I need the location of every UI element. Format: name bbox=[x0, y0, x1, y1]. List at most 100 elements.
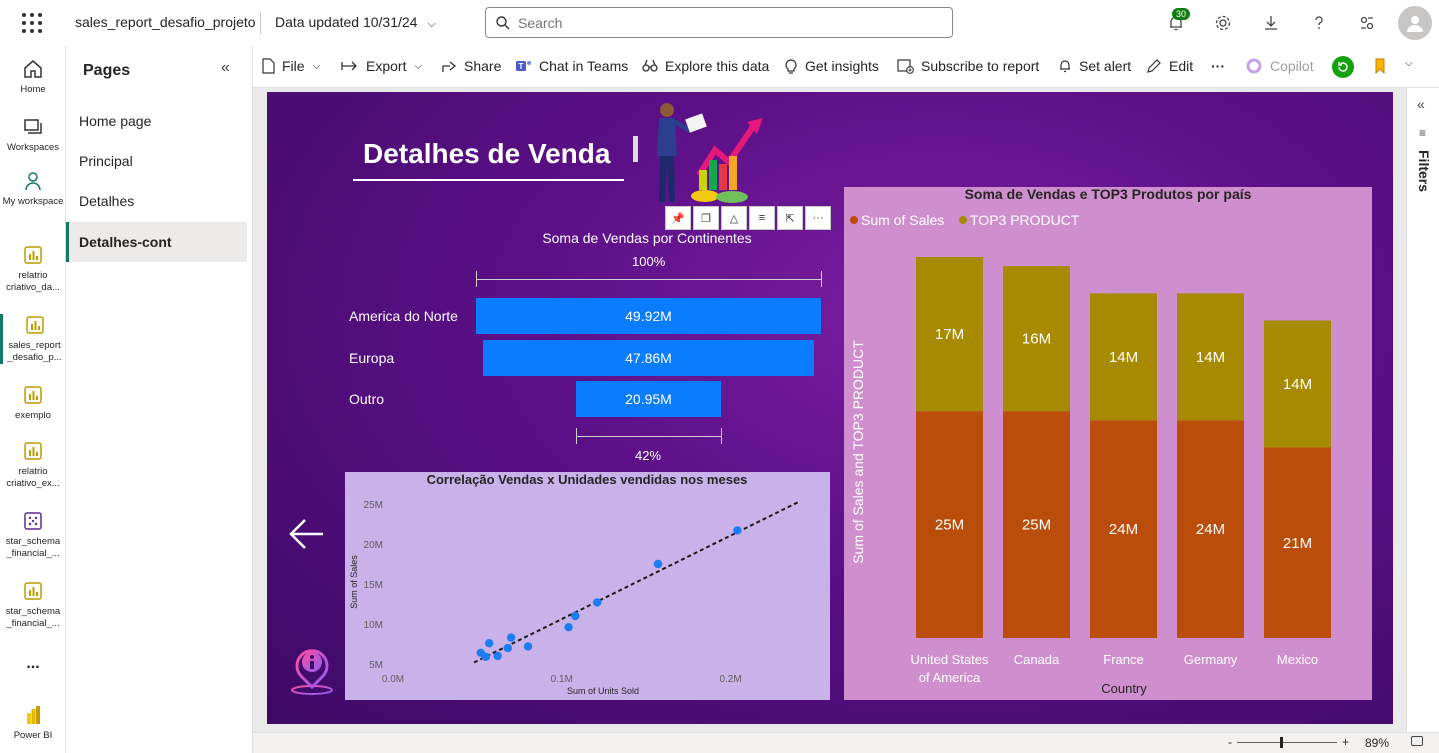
search-box[interactable] bbox=[485, 7, 953, 38]
rail-report-relatrio-ex[interactable]: relatrio criativo_ex... bbox=[0, 440, 66, 490]
power-bi-logo-icon bbox=[27, 706, 40, 724]
gear-icon[interactable] bbox=[1211, 11, 1235, 35]
rail-more-button[interactable]: ... bbox=[26, 655, 40, 672]
copy-icon[interactable]: ❐ bbox=[693, 206, 719, 230]
funnel-bar[interactable]: 47.86M bbox=[483, 340, 814, 376]
more-options-button[interactable]: ··· bbox=[1211, 58, 1225, 74]
explore-data-button[interactable]: Explore this data bbox=[642, 58, 769, 74]
edit-button[interactable]: Edit bbox=[1146, 58, 1193, 74]
rail-report-star-schema[interactable]: star_schema _financial_... bbox=[0, 580, 66, 630]
bookmark-button[interactable] bbox=[1373, 58, 1394, 74]
stacked-data-label: 21M bbox=[1283, 535, 1312, 552]
chat-in-teams-button[interactable]: T Chat in Teams bbox=[515, 58, 628, 74]
filters-pane[interactable]: « ≡ bbox=[1406, 88, 1439, 732]
scatter-point[interactable] bbox=[571, 611, 580, 621]
legend-label[interactable]: Sum of Sales bbox=[861, 212, 944, 228]
page-item-label: Principal bbox=[79, 153, 133, 169]
stacked-bar-segment[interactable] bbox=[1003, 411, 1070, 638]
bell-icon[interactable]: △ bbox=[721, 206, 747, 230]
rail-report-label: relatrio criativo_ex... bbox=[6, 466, 60, 489]
scatter-point[interactable] bbox=[653, 559, 663, 569]
stacked-bar-chart[interactable]: Soma de Vendas e TOP3 Produtos por país S… bbox=[844, 186, 1372, 700]
stacked-bar-segment[interactable] bbox=[1264, 447, 1331, 639]
scatter-point[interactable] bbox=[506, 633, 516, 642]
scatter-point[interactable] bbox=[593, 598, 602, 607]
scatter-point[interactable] bbox=[485, 639, 494, 648]
report-name[interactable]: sales_report_desafio_projeto bbox=[75, 14, 256, 30]
export-label: Export bbox=[366, 58, 407, 74]
scatter-point[interactable] bbox=[493, 651, 502, 661]
stacked-bar-segment[interactable] bbox=[1090, 293, 1157, 421]
page-item-principal[interactable]: Principal bbox=[66, 141, 247, 181]
rail-home[interactable]: Home bbox=[0, 58, 66, 96]
zoom-out-button[interactable]: - bbox=[1228, 735, 1232, 749]
page-item-home[interactable]: Home page bbox=[66, 101, 247, 141]
funnel-bar[interactable]: 49.92M bbox=[476, 298, 821, 334]
funnel-bar-value: 20.95M bbox=[625, 391, 672, 407]
file-menu-button[interactable]: File ⌵ bbox=[261, 58, 320, 74]
filter-icon[interactable]: ≡ bbox=[749, 206, 775, 230]
rail-workspaces[interactable]: Workspaces bbox=[0, 116, 66, 154]
scatter-y-tick: 15M bbox=[364, 580, 383, 591]
feedback-icon[interactable] bbox=[1355, 11, 1379, 35]
scatter-point[interactable] bbox=[523, 642, 533, 651]
stacked-bar-segment[interactable] bbox=[1264, 320, 1331, 448]
more-options-icon[interactable]: ··· bbox=[805, 206, 831, 230]
funnel-bar-value: 47.86M bbox=[625, 350, 672, 366]
report-title: Detalhes de Venda bbox=[363, 138, 611, 169]
scatter-chart[interactable]: Correlação Vendas x Unidades vendidas no… bbox=[345, 472, 830, 700]
refresh-button[interactable] bbox=[1332, 56, 1361, 78]
data-updated-dropdown[interactable]: Data updated 10/31/24 ⌵ bbox=[275, 14, 436, 31]
funnel-bar[interactable]: 20.95M bbox=[576, 381, 721, 417]
rail-power-bi[interactable]: Power BI bbox=[0, 704, 66, 742]
search-input[interactable] bbox=[518, 14, 918, 31]
expand-filters-icon[interactable]: « bbox=[1417, 96, 1425, 112]
subscribe-button[interactable]: Subscribe to report bbox=[897, 58, 1039, 74]
fit-to-page-icon[interactable] bbox=[1411, 736, 1423, 746]
app-launcher-icon[interactable] bbox=[22, 13, 42, 33]
export-menu-button[interactable]: Export ⌵ bbox=[341, 58, 422, 74]
avatar[interactable] bbox=[1398, 6, 1432, 40]
stacked-data-label: 16M bbox=[1022, 331, 1051, 348]
pin-icon[interactable]: 📌 bbox=[665, 206, 691, 230]
rail-report-exemplo[interactable]: exemplo bbox=[0, 384, 66, 422]
scatter-point[interactable] bbox=[481, 652, 491, 661]
copilot-icon bbox=[1246, 58, 1262, 74]
collapse-pane-icon[interactable]: « bbox=[221, 59, 230, 76]
edit-label: Edit bbox=[1169, 58, 1194, 74]
stacked-bar-segment[interactable] bbox=[1090, 420, 1157, 638]
scatter-point[interactable] bbox=[503, 643, 512, 653]
page-item-detalhes-cont[interactable]: Detalhes-cont bbox=[66, 222, 247, 262]
rail-semantic-model-1[interactable]: star_schema _financial_... bbox=[0, 510, 66, 560]
stacked-bar-segment[interactable] bbox=[916, 411, 983, 638]
stacked-bar-segment[interactable] bbox=[1003, 266, 1070, 412]
view-options-button[interactable]: ⌵ bbox=[1397, 58, 1413, 69]
download-icon[interactable] bbox=[1259, 11, 1283, 35]
scatter-point[interactable] bbox=[733, 526, 742, 535]
page-item-detalhes[interactable]: Detalhes bbox=[66, 181, 247, 221]
share-button[interactable]: Share bbox=[441, 58, 501, 74]
back-arrow-icon[interactable] bbox=[289, 516, 325, 552]
scatter-point[interactable] bbox=[564, 623, 573, 632]
filters-label[interactable]: Filters bbox=[1416, 150, 1432, 193]
info-icon[interactable] bbox=[287, 640, 337, 696]
stacked-bar-segment[interactable] bbox=[916, 257, 983, 412]
scatter-x-tick: 0.2M bbox=[719, 674, 741, 685]
stacked-bar-segment[interactable] bbox=[1177, 293, 1244, 421]
zoom-slider-thumb[interactable] bbox=[1280, 737, 1283, 748]
help-icon[interactable] bbox=[1307, 11, 1331, 35]
rail-my-workspace[interactable]: My workspace bbox=[0, 170, 66, 208]
zoom-in-button[interactable]: + bbox=[1342, 735, 1350, 749]
zoom-slider-track[interactable] bbox=[1237, 742, 1337, 743]
rail-report-sales[interactable]: sales_report _desafio_p... bbox=[0, 314, 66, 364]
focus-mode-icon[interactable]: ⇱ bbox=[777, 206, 803, 230]
set-alert-button[interactable]: Set alert bbox=[1058, 58, 1131, 74]
get-insights-button[interactable]: Get insights bbox=[784, 58, 879, 74]
subscribe-icon bbox=[897, 59, 914, 74]
stacked-category-label: of America bbox=[919, 670, 981, 685]
copilot-button[interactable]: Copilot bbox=[1246, 58, 1314, 74]
stacked-bar-segment[interactable] bbox=[1177, 420, 1244, 638]
legend-label[interactable]: TOP3 PRODUCT bbox=[970, 212, 1080, 228]
rail-report-relatrio-da[interactable]: relatrio criativo_da... bbox=[0, 244, 66, 294]
scatter-trendline bbox=[473, 501, 799, 664]
